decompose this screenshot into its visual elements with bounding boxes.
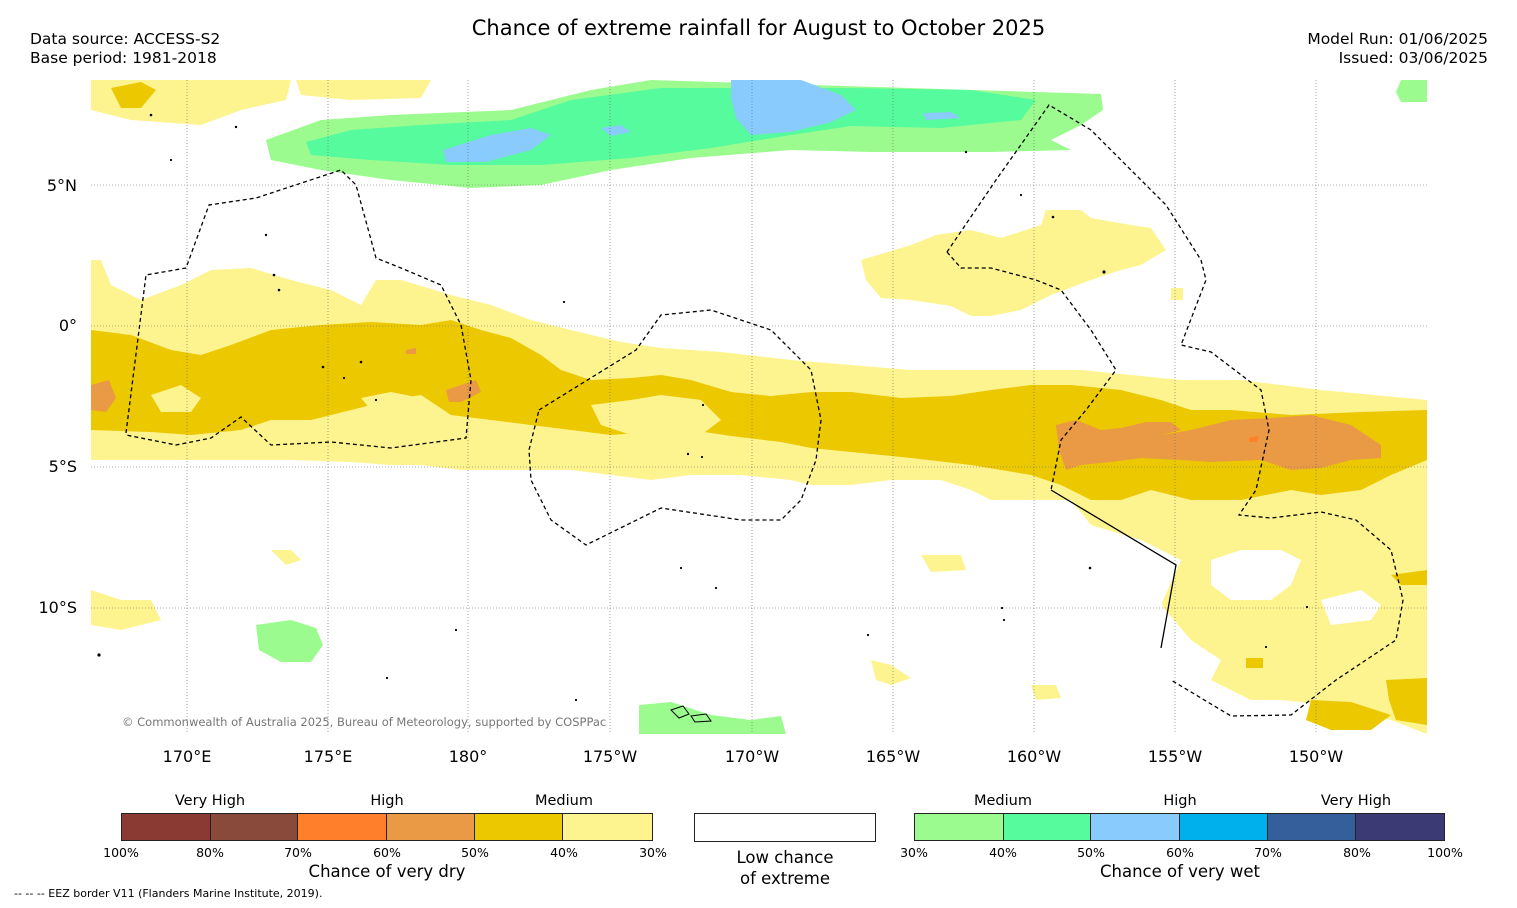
wet-tick: 40% xyxy=(989,845,1017,860)
low-chance-area xyxy=(1211,550,1301,600)
wet-swatch xyxy=(915,814,1004,840)
eez-border-solid xyxy=(1050,489,1177,649)
dry-high-area xyxy=(111,82,156,108)
dry-swatch xyxy=(210,814,299,840)
wet-colorbar xyxy=(914,813,1445,841)
dry-swatch xyxy=(563,814,653,840)
map-title: Chance of extreme rainfall for August to… xyxy=(471,16,1046,40)
dry-medium-area xyxy=(271,550,301,565)
samoa-island xyxy=(670,705,712,723)
dry-60-area xyxy=(406,348,416,354)
wet-very-high-area xyxy=(443,128,551,162)
lon-label-175w: 175°W xyxy=(582,747,638,766)
dry-medium-area xyxy=(921,555,966,572)
dry-high-area xyxy=(1391,570,1427,585)
wet-swatch xyxy=(1091,814,1181,840)
wet-very-high-area xyxy=(923,112,961,120)
dry-swatch xyxy=(298,814,388,840)
dry-tick: 100% xyxy=(103,845,139,860)
wet-legend-title: Chance of very wet xyxy=(1100,862,1260,881)
wet-tick: 30% xyxy=(900,845,928,860)
dry-medium-area xyxy=(591,395,721,440)
dry-medium-area xyxy=(361,392,421,410)
dry-medium-area xyxy=(1171,288,1183,300)
lat-label-0: 0° xyxy=(58,316,77,335)
wet-swatch xyxy=(1180,814,1268,840)
dry-swatch xyxy=(474,814,564,840)
lon-label-150w: 150°W xyxy=(1288,747,1344,766)
wet-very-high-area xyxy=(601,125,631,136)
wet-swatch xyxy=(1003,814,1092,840)
dry-tick: 40% xyxy=(550,845,578,860)
low-legend-line2: of extreme xyxy=(739,869,831,888)
lon-label-170e: 170°E xyxy=(162,747,212,766)
wet-tick: 70% xyxy=(1254,845,1282,860)
rainfall-map xyxy=(91,80,1427,734)
base-period: Base period: 1981-2018 xyxy=(30,49,217,67)
dry-medium-area xyxy=(1031,685,1061,700)
wet-tick: 80% xyxy=(1343,845,1371,860)
lon-label-180: 180° xyxy=(448,747,488,766)
dry-legend-title: Chance of very dry xyxy=(308,862,466,881)
wet-swatch xyxy=(1267,814,1357,840)
map-gridlines xyxy=(91,80,1427,734)
dry-tick: 50% xyxy=(461,845,489,860)
dry-tick: 80% xyxy=(196,845,224,860)
lon-label-155w: 155°W xyxy=(1147,747,1203,766)
low-chance-swatch xyxy=(694,813,876,842)
lat-label-5n: 5°N xyxy=(46,176,77,195)
islands xyxy=(97,113,1309,702)
lon-label-175e: 175°E xyxy=(303,747,353,766)
copyright-notice: © Commonwealth of Australia 2025, Bureau… xyxy=(122,715,607,729)
lon-label-170w: 170°W xyxy=(724,747,780,766)
meta-left: Data source: ACCESS-S2 Base period: 1981… xyxy=(30,30,220,68)
lat-label-10s: 10°S xyxy=(38,598,77,617)
dry-swatch xyxy=(122,814,211,840)
dry-level-high: High xyxy=(370,793,404,809)
eez-borders xyxy=(125,104,1404,717)
dry-medium-area xyxy=(91,590,161,630)
dry-medium-area xyxy=(871,660,911,685)
low-legend-line1: Low chance xyxy=(736,848,834,867)
dry-high-area xyxy=(1246,658,1263,668)
wet-level-medium: Medium xyxy=(974,793,1032,809)
wet-tick: 50% xyxy=(1077,845,1105,860)
dry-level-very-high: Very High xyxy=(174,793,246,809)
wet-very-high-area xyxy=(731,80,856,135)
wet-level-high: High xyxy=(1163,793,1197,809)
data-source: Data source: ACCESS-S2 xyxy=(30,30,221,48)
wet-tick: 60% xyxy=(1166,845,1194,860)
dry-swatch xyxy=(387,814,475,840)
dry-medium-area xyxy=(151,385,201,412)
dry-50-area xyxy=(446,380,481,402)
dry-tick: 60% xyxy=(373,845,401,860)
eez-footnote: -- -- -- EEZ border V11 (Flanders Marine… xyxy=(14,887,323,900)
dry-level-medium: Medium xyxy=(535,793,593,809)
map-canvas xyxy=(91,80,1427,734)
dry-colorbar xyxy=(121,813,653,841)
issued-date: Issued: 03/06/2025 xyxy=(1338,49,1488,67)
dry-medium-area xyxy=(861,210,1166,316)
dry-tick: 70% xyxy=(284,845,312,860)
dry-high-area xyxy=(1386,678,1427,725)
dry-high-area xyxy=(1306,700,1391,730)
wet-swatch xyxy=(1356,814,1445,840)
wet-medium-area xyxy=(256,620,323,662)
dry-medium-area xyxy=(296,80,431,100)
lon-label-165w: 165°W xyxy=(865,747,921,766)
low-chance-area xyxy=(1321,590,1381,625)
wet-tick: 100% xyxy=(1427,845,1463,860)
dry-60-area xyxy=(1249,436,1259,442)
wet-level-very-high: Very High xyxy=(1320,793,1392,809)
lon-label-160w: 160°W xyxy=(1006,747,1062,766)
low-chance-area xyxy=(91,500,1221,734)
wet-medium-area xyxy=(1396,80,1427,102)
dry-50-area xyxy=(1056,415,1381,470)
meta-right: Model Run: 01/06/2025 Issued: 03/06/2025 xyxy=(1307,30,1488,68)
dry-50-area xyxy=(91,380,116,412)
lat-label-5s: 5°S xyxy=(48,457,77,476)
model-run: Model Run: 01/06/2025 xyxy=(1307,30,1488,48)
dry-tick: 30% xyxy=(639,845,667,860)
